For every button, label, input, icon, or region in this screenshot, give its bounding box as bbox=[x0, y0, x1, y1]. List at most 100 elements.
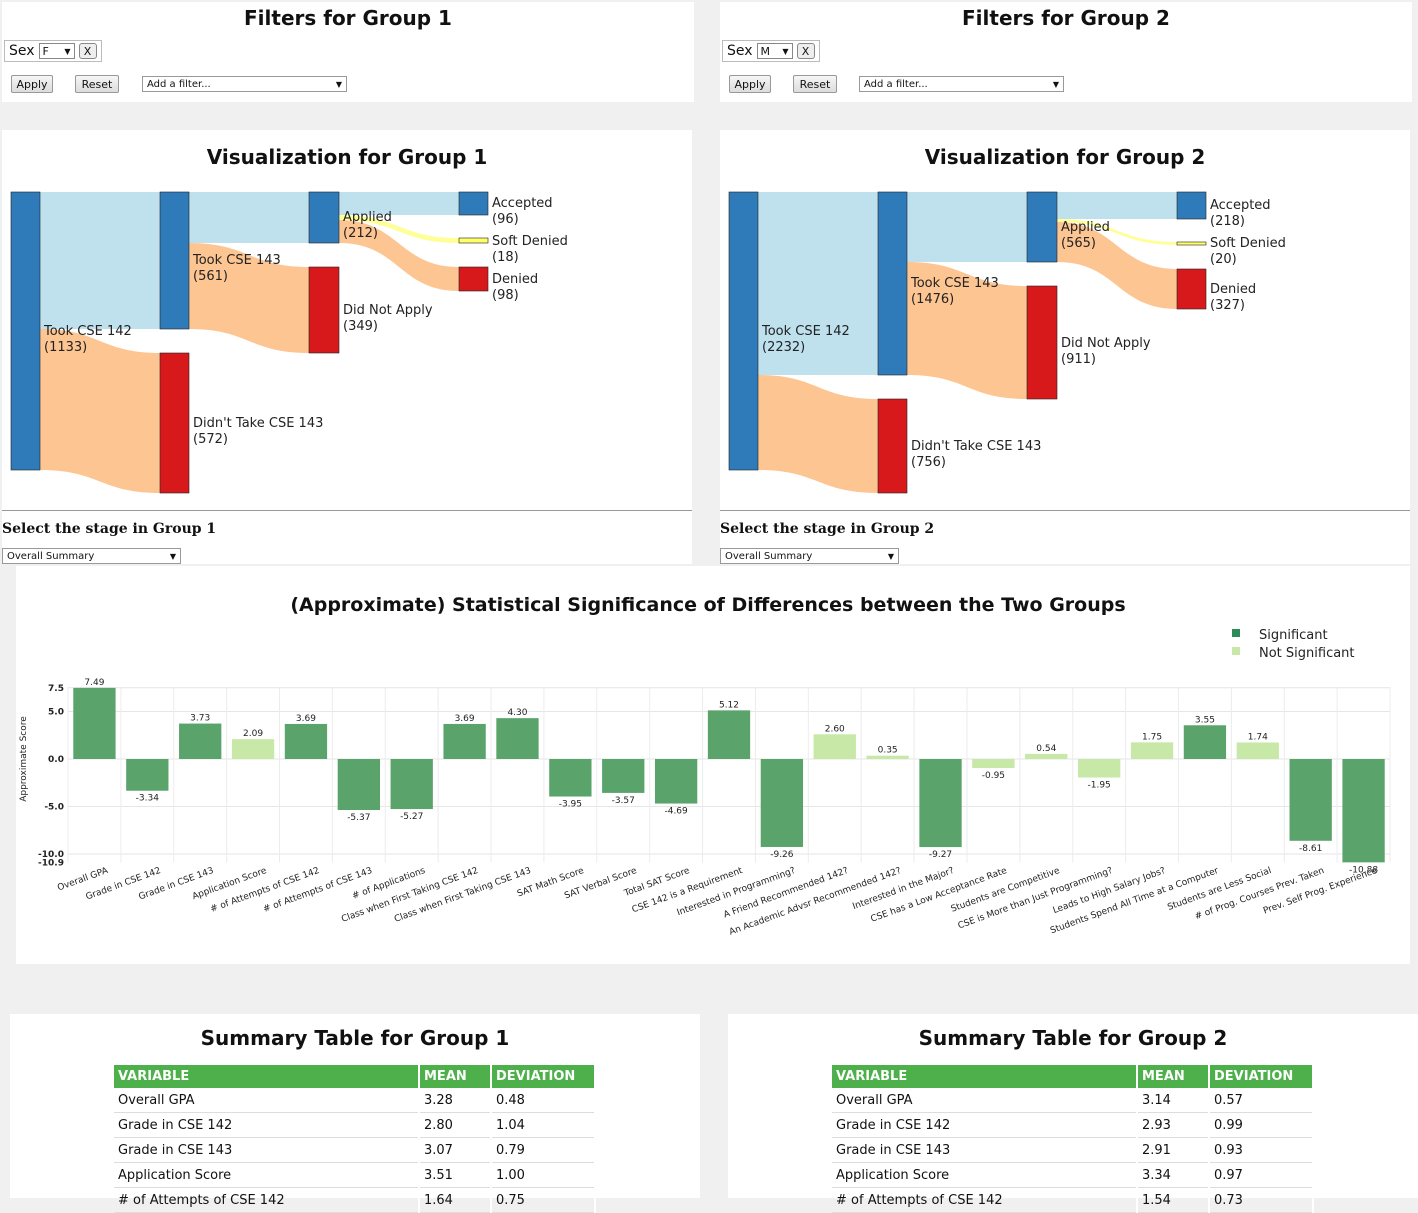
remove-filter-button[interactable]: X bbox=[796, 43, 815, 59]
stage-select-group2[interactable]: Overall Summary ▼ bbox=[720, 548, 899, 564]
cell-deviation: 0.57 bbox=[1209, 1088, 1314, 1113]
sankey-node-did-not-apply bbox=[308, 266, 340, 354]
sankey-link bbox=[189, 243, 309, 353]
bar-value-label: 4.30 bbox=[507, 708, 527, 718]
sankey-link bbox=[1057, 192, 1177, 219]
bar bbox=[707, 710, 751, 759]
bar bbox=[126, 759, 169, 791]
table-row: Grade in CSE 143 2.91 0.93 bbox=[832, 1137, 1314, 1163]
col-header-mean: MEAN bbox=[1137, 1065, 1210, 1088]
bar bbox=[866, 755, 909, 759]
chart-y-ticks: 7.5 5.0 0.0 -5.0 -10.0-10.9 bbox=[38, 684, 64, 869]
sankey-node-didnt-take-cse143 bbox=[877, 398, 908, 494]
cell-mean: 3.34 bbox=[1137, 1162, 1210, 1188]
sankey-count: (20) bbox=[1210, 252, 1237, 267]
sankey-diagram-group2: Took CSE 142 (2232) Took CSE 143 (1476) … bbox=[728, 191, 1286, 494]
significance-chart: (Approximate) Statistical Significance o… bbox=[19, 594, 1391, 938]
table-row: Application Score 3.34 0.97 bbox=[832, 1162, 1314, 1188]
cell-mean: 2.91 bbox=[1137, 1137, 1210, 1163]
sankey-label: Soft Denied bbox=[492, 234, 568, 249]
reset-button[interactable]: Reset bbox=[793, 75, 837, 93]
cell-variable: # of Attempts of CSE 142 bbox=[114, 1187, 420, 1213]
bar-value-label: 0.35 bbox=[878, 746, 898, 756]
cell-variable: # of Attempts of CSE 142 bbox=[832, 1187, 1138, 1213]
table-row: # of Attempts of CSE 142 1.64 0.75 bbox=[114, 1187, 596, 1213]
bar bbox=[919, 759, 962, 848]
stage-select-group1[interactable]: Overall Summary ▼ bbox=[2, 548, 181, 564]
filters-title-group2: Filters for Group 2 bbox=[962, 6, 1170, 30]
bar-value-label: -10.88 bbox=[1349, 865, 1378, 875]
cell-variable: Grade in CSE 143 bbox=[832, 1137, 1138, 1163]
y-tick-label: 7.5 bbox=[48, 684, 64, 694]
table-header-row: VARIABLE MEAN DEVIATION bbox=[832, 1065, 1314, 1088]
sankey-count: (18) bbox=[492, 250, 519, 265]
sex-select[interactable]: F ▼ bbox=[38, 43, 75, 59]
sankey-node-denied bbox=[1176, 268, 1207, 310]
sankey-label: Took CSE 143 bbox=[910, 276, 999, 291]
bar bbox=[73, 687, 116, 759]
y-tick-label: 0.0 bbox=[48, 755, 64, 765]
y-tick-label: 5.0 bbox=[48, 708, 64, 718]
y-axis-label: Approximate Score bbox=[19, 716, 29, 802]
sankey-node-did-not-apply bbox=[1026, 285, 1058, 400]
table-row: Grade in CSE 143 3.07 0.79 bbox=[114, 1137, 596, 1163]
bar-value-label: 2.60 bbox=[825, 724, 845, 734]
bar bbox=[496, 718, 539, 759]
sankey-link bbox=[40, 329, 160, 493]
col-header-deviation: DEVIATION bbox=[491, 1065, 596, 1088]
bar bbox=[813, 734, 856, 759]
summary-panel-group2: Summary Table for Group 2 VARIABLE MEAN … bbox=[728, 1014, 1418, 1213]
add-filter-dropdown[interactable]: Add a filter... ▼ bbox=[859, 76, 1064, 92]
col-header-variable: VARIABLE bbox=[114, 1065, 420, 1088]
chevron-down-icon: ▼ bbox=[782, 46, 789, 56]
filter-chip-sex: Sex F ▼ X bbox=[4, 40, 102, 62]
sankey-label: Denied bbox=[1210, 282, 1256, 297]
bar-value-label: 3.73 bbox=[190, 714, 210, 724]
sankey-link bbox=[339, 215, 459, 243]
chart-bars: 7.49 -3.34 3.73 2.09 3.69 -5.37 -5.27 3.69 4.30 -… bbox=[73, 678, 1385, 875]
table-row: # of Attempts of CSE 142 1.54 0.73 bbox=[832, 1187, 1314, 1213]
sankey-count: (1476) bbox=[911, 292, 954, 307]
viz-panel-group2: Visualization for Group 2 Took CSE 142 (… bbox=[720, 130, 1410, 564]
cell-deviation: 0.75 bbox=[491, 1187, 596, 1213]
legend-label-significant: Significant bbox=[1259, 628, 1328, 643]
cell-mean: 1.64 bbox=[419, 1187, 492, 1213]
table-row: Grade in CSE 142 2.93 0.99 bbox=[832, 1112, 1314, 1138]
cell-deviation: 0.99 bbox=[1209, 1112, 1314, 1138]
sankey-node-soft-denied bbox=[1176, 241, 1207, 246]
apply-button[interactable]: Apply bbox=[11, 75, 53, 93]
bar-value-label: -0.95 bbox=[982, 771, 1005, 781]
cell-mean: 3.07 bbox=[419, 1137, 492, 1163]
bar bbox=[284, 723, 328, 759]
sankey-link bbox=[1057, 219, 1177, 245]
chevron-down-icon: ▼ bbox=[887, 551, 894, 561]
sankey-label: Did Not Apply bbox=[1061, 336, 1151, 351]
bar bbox=[760, 759, 804, 847]
filter-chip-sex: Sex M ▼ X bbox=[722, 40, 820, 62]
sankey-link bbox=[189, 192, 309, 243]
remove-filter-button[interactable]: X bbox=[78, 43, 97, 59]
sankey-label: Took CSE 142 bbox=[761, 324, 850, 339]
sankey-link bbox=[907, 192, 1027, 262]
sankey-count: (911) bbox=[1061, 352, 1096, 367]
sankey-count: (756) bbox=[911, 455, 946, 470]
filters-title-group1: Filters for Group 1 bbox=[244, 6, 452, 30]
divider bbox=[720, 510, 1410, 511]
sankey-node-soft-denied bbox=[458, 237, 489, 244]
sankey-label: Took CSE 142 bbox=[43, 324, 132, 339]
chevron-down-icon: ▼ bbox=[335, 79, 342, 89]
sankey-link bbox=[758, 192, 878, 375]
sankey-node-took-cse142 bbox=[728, 191, 759, 471]
reset-button[interactable]: Reset bbox=[75, 75, 119, 93]
sankey-node-applied bbox=[1026, 191, 1058, 263]
summary-title-group1: Summary Table for Group 1 bbox=[200, 1026, 510, 1050]
cell-mean: 2.80 bbox=[419, 1112, 492, 1138]
sankey-count: (565) bbox=[1061, 236, 1096, 251]
sankey-count: (2232) bbox=[762, 340, 805, 355]
bar-value-label: 3.55 bbox=[1195, 715, 1215, 725]
apply-button[interactable]: Apply bbox=[729, 75, 771, 93]
sex-select[interactable]: M ▼ bbox=[756, 43, 793, 59]
add-filter-dropdown[interactable]: Add a filter... ▼ bbox=[142, 76, 347, 92]
table-row: Application Score 3.51 1.00 bbox=[114, 1162, 596, 1188]
